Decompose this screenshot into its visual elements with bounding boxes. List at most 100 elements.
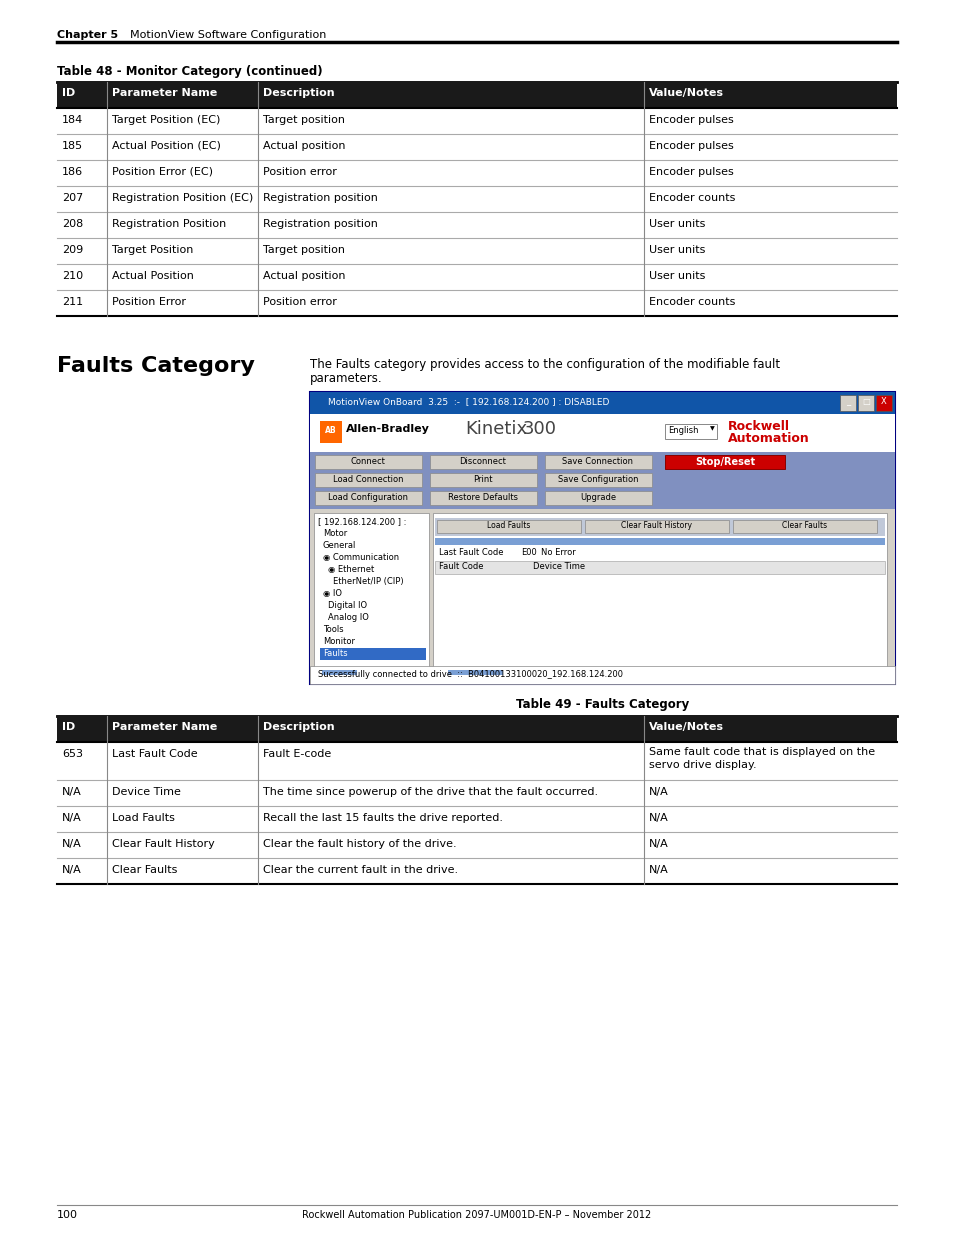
Text: 653: 653 bbox=[62, 748, 83, 760]
Text: ID: ID bbox=[62, 722, 75, 732]
Bar bbox=[664, 424, 717, 438]
Text: Rockwell Automation Publication 2097-UM001D-EN-P – November 2012: Rockwell Automation Publication 2097-UM0… bbox=[302, 1210, 651, 1220]
Text: Encoder pulses: Encoder pulses bbox=[648, 115, 733, 125]
Text: N/A: N/A bbox=[648, 787, 668, 797]
Bar bbox=[544, 492, 651, 505]
Text: Same fault code that is displayed on the: Same fault code that is displayed on the bbox=[648, 747, 874, 757]
Text: Registration position: Registration position bbox=[263, 193, 377, 203]
Bar bbox=[664, 454, 784, 469]
Text: Encoder counts: Encoder counts bbox=[648, 193, 735, 203]
Text: Clear the fault history of the drive.: Clear the fault history of the drive. bbox=[263, 839, 456, 848]
Text: Stop/Reset: Stop/Reset bbox=[694, 457, 754, 467]
Text: Target position: Target position bbox=[263, 245, 345, 254]
Text: Connect: Connect bbox=[350, 457, 385, 466]
Bar bbox=[319, 648, 426, 659]
Text: English: English bbox=[667, 426, 698, 435]
Text: The Faults category provides access to the configuration of the modifiable fault: The Faults category provides access to t… bbox=[310, 358, 780, 370]
Text: Encoder pulses: Encoder pulses bbox=[648, 141, 733, 151]
Text: 100: 100 bbox=[57, 1210, 78, 1220]
Bar bbox=[544, 454, 651, 469]
Text: ◉ Ethernet: ◉ Ethernet bbox=[328, 564, 374, 574]
Text: Encoder pulses: Encoder pulses bbox=[648, 167, 733, 177]
Bar bbox=[322, 671, 356, 676]
Text: Clear the current fault in the drive.: Clear the current fault in the drive. bbox=[263, 864, 457, 876]
Text: 209: 209 bbox=[62, 245, 83, 254]
Text: Actual Position (EC): Actual Position (EC) bbox=[112, 141, 221, 151]
Text: □: □ bbox=[862, 396, 869, 406]
Text: ▼: ▼ bbox=[709, 426, 714, 431]
Text: Device Time: Device Time bbox=[112, 787, 181, 797]
Text: Last Fault Code: Last Fault Code bbox=[112, 748, 197, 760]
Text: Restore Defaults: Restore Defaults bbox=[448, 493, 517, 501]
Text: Encoder counts: Encoder counts bbox=[648, 296, 735, 308]
Text: Tools: Tools bbox=[323, 625, 343, 634]
Bar bbox=[435, 561, 884, 574]
Bar bbox=[448, 671, 502, 676]
Text: Allen-Bradley: Allen-Bradley bbox=[346, 424, 430, 433]
Text: N/A: N/A bbox=[62, 787, 82, 797]
Bar bbox=[57, 82, 896, 107]
Text: Table 48 - Monitor Category (continued): Table 48 - Monitor Category (continued) bbox=[57, 65, 322, 78]
Text: Device Time: Device Time bbox=[533, 562, 584, 571]
Text: N/A: N/A bbox=[62, 839, 82, 848]
Text: Parameter Name: Parameter Name bbox=[112, 722, 217, 732]
Text: servo drive display.: servo drive display. bbox=[648, 760, 756, 769]
Text: E00: E00 bbox=[520, 548, 537, 557]
Text: Fault Code: Fault Code bbox=[438, 562, 483, 571]
Bar bbox=[584, 520, 728, 534]
Text: parameters.: parameters. bbox=[310, 372, 382, 385]
Bar bbox=[310, 509, 894, 684]
Text: Analog IO: Analog IO bbox=[328, 613, 369, 622]
Text: Registration Position (EC): Registration Position (EC) bbox=[112, 193, 253, 203]
Text: Upgrade: Upgrade bbox=[579, 493, 616, 501]
Text: 208: 208 bbox=[62, 219, 83, 228]
Text: _: _ bbox=[845, 396, 849, 406]
Text: Load Faults: Load Faults bbox=[487, 521, 530, 530]
Text: [ 192.168.124.200 ] :: [ 192.168.124.200 ] : bbox=[317, 517, 406, 526]
Text: Motor: Motor bbox=[323, 529, 347, 538]
Bar bbox=[319, 421, 341, 443]
Text: Print: Print bbox=[473, 475, 493, 484]
Text: Digital IO: Digital IO bbox=[328, 601, 367, 610]
Text: 210: 210 bbox=[62, 270, 83, 282]
Text: Target Position: Target Position bbox=[112, 245, 193, 254]
Bar bbox=[310, 414, 894, 452]
Text: The time since powerup of the drive that the fault occurred.: The time since powerup of the drive that… bbox=[263, 787, 598, 797]
Text: User units: User units bbox=[648, 270, 704, 282]
Bar bbox=[840, 395, 855, 411]
Text: Value/Notes: Value/Notes bbox=[648, 722, 723, 732]
Text: Actual Position: Actual Position bbox=[112, 270, 193, 282]
Bar bbox=[875, 395, 891, 411]
Text: ◉ IO: ◉ IO bbox=[323, 589, 341, 598]
Bar bbox=[310, 391, 894, 414]
Text: User units: User units bbox=[648, 245, 704, 254]
Bar bbox=[314, 473, 421, 487]
Text: 185: 185 bbox=[62, 141, 83, 151]
Text: Actual position: Actual position bbox=[263, 270, 345, 282]
Text: Save Configuration: Save Configuration bbox=[558, 475, 638, 484]
Text: N/A: N/A bbox=[62, 813, 82, 823]
Text: Clear Fault History: Clear Fault History bbox=[112, 839, 214, 848]
Text: Clear Faults: Clear Faults bbox=[112, 864, 177, 876]
Bar bbox=[310, 391, 894, 684]
Text: 184: 184 bbox=[62, 115, 83, 125]
Text: Table 49 - Faults Category: Table 49 - Faults Category bbox=[516, 698, 688, 711]
Text: General: General bbox=[323, 541, 356, 550]
Bar bbox=[314, 668, 429, 677]
Text: User units: User units bbox=[648, 219, 704, 228]
Bar bbox=[435, 538, 884, 545]
Text: Chapter 5: Chapter 5 bbox=[57, 30, 118, 40]
Text: MotionView Software Configuration: MotionView Software Configuration bbox=[130, 30, 326, 40]
Bar bbox=[57, 716, 896, 742]
Text: Position Error: Position Error bbox=[112, 296, 186, 308]
Text: 207: 207 bbox=[62, 193, 83, 203]
Text: Position Error (EC): Position Error (EC) bbox=[112, 167, 213, 177]
Text: Automation: Automation bbox=[727, 432, 809, 445]
Text: X: X bbox=[881, 396, 886, 406]
Bar bbox=[433, 668, 886, 677]
Text: Monitor: Monitor bbox=[323, 637, 355, 646]
Bar bbox=[544, 473, 651, 487]
Text: Target Position (EC): Target Position (EC) bbox=[112, 115, 220, 125]
Text: ◉ Communication: ◉ Communication bbox=[323, 553, 398, 562]
Text: Registration position: Registration position bbox=[263, 219, 377, 228]
